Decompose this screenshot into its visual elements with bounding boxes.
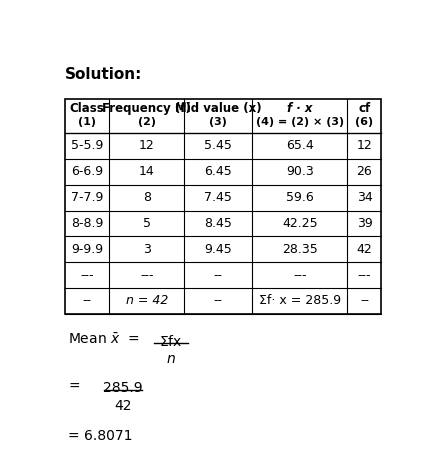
Text: --: -- — [359, 295, 368, 308]
Text: --: -- — [213, 269, 222, 281]
Text: 6-6.9: 6-6.9 — [71, 165, 103, 178]
Text: ---: --- — [140, 269, 153, 281]
Text: 28.35: 28.35 — [281, 243, 317, 256]
Text: --: -- — [82, 295, 92, 308]
Text: 65.4: 65.4 — [285, 139, 313, 152]
Text: ---: --- — [80, 269, 94, 281]
Text: 7-7.9: 7-7.9 — [71, 191, 103, 204]
Text: (1): (1) — [78, 117, 96, 127]
Text: 8-8.9: 8-8.9 — [71, 217, 103, 230]
Text: ---: --- — [357, 269, 371, 281]
Text: 9.45: 9.45 — [204, 243, 232, 256]
Text: = 6.8071: = 6.8071 — [68, 429, 133, 443]
Text: (3): (3) — [209, 117, 226, 127]
Text: 42: 42 — [356, 243, 371, 256]
Text: =: = — [68, 380, 80, 394]
Text: 5.45: 5.45 — [204, 139, 232, 152]
Text: 42.25: 42.25 — [281, 217, 317, 230]
Text: 39: 39 — [356, 217, 371, 230]
Text: (6): (6) — [355, 117, 373, 127]
Text: 9-9.9: 9-9.9 — [71, 243, 103, 256]
Text: Class: Class — [70, 102, 104, 115]
Text: (4) = (2) × (3): (4) = (2) × (3) — [255, 117, 343, 127]
Text: 285.9: 285.9 — [103, 381, 142, 395]
Text: Solution:: Solution: — [65, 67, 142, 82]
Text: 90.3: 90.3 — [285, 165, 313, 178]
Text: 5-5.9: 5-5.9 — [71, 139, 103, 152]
Text: --: -- — [213, 295, 222, 308]
Text: Mean $\bar{x}$  =: Mean $\bar{x}$ = — [68, 332, 140, 347]
Text: 59.6: 59.6 — [285, 191, 313, 204]
Text: 12: 12 — [356, 139, 371, 152]
Text: Mid value (x): Mid value (x) — [174, 102, 261, 115]
Text: 26: 26 — [356, 165, 371, 178]
Text: 3: 3 — [142, 243, 150, 256]
Text: Frequency (f): Frequency (f) — [102, 102, 191, 115]
Text: (2): (2) — [138, 117, 155, 127]
Text: 6.45: 6.45 — [204, 165, 232, 178]
Text: 5: 5 — [142, 217, 150, 230]
Text: $\Sigma$fx: $\Sigma$fx — [159, 334, 182, 349]
Text: 12: 12 — [138, 139, 154, 152]
Text: 14: 14 — [138, 165, 154, 178]
Text: 34: 34 — [356, 191, 371, 204]
Text: cf: cf — [357, 102, 370, 115]
Text: 8: 8 — [142, 191, 150, 204]
Text: ---: --- — [293, 269, 306, 281]
Text: 8.45: 8.45 — [204, 217, 232, 230]
Text: n: n — [166, 351, 174, 366]
Text: f · x: f · x — [286, 102, 312, 115]
Text: Σf· x = 285.9: Σf· x = 285.9 — [258, 295, 340, 308]
Text: 7.45: 7.45 — [204, 191, 232, 204]
Text: 42: 42 — [114, 399, 131, 413]
Bar — [65, 99, 381, 314]
Text: n = 42: n = 42 — [125, 295, 168, 308]
